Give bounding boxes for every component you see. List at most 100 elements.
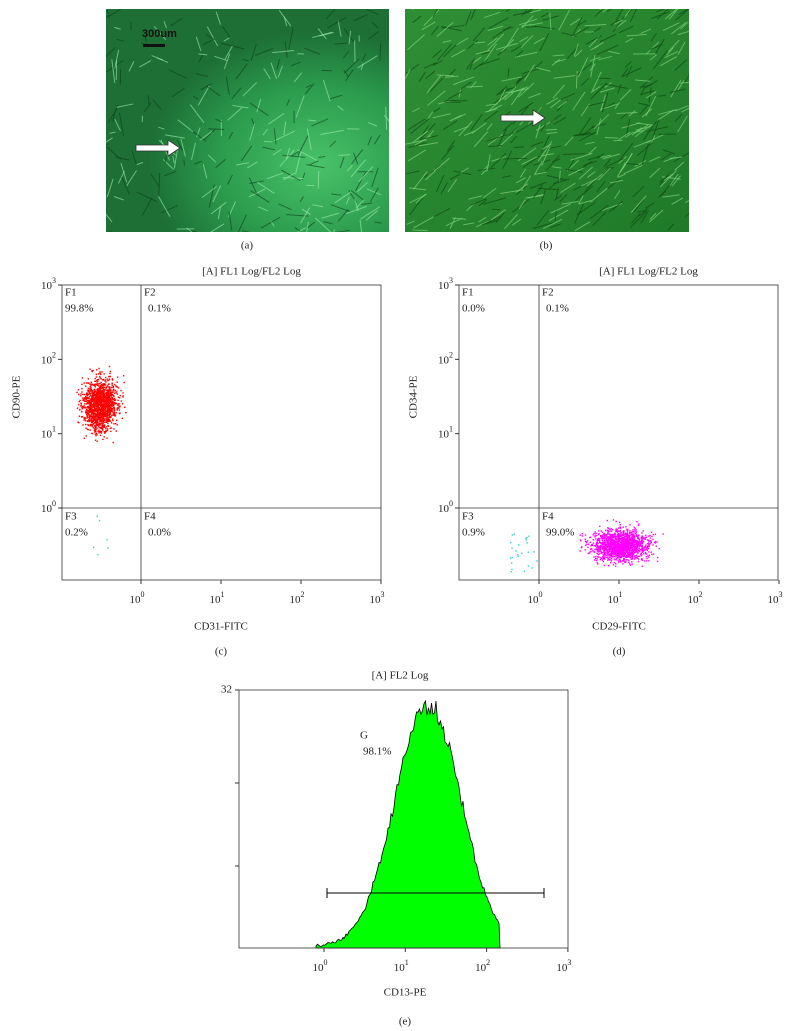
event-dot: [96, 427, 97, 428]
tick-base: 10: [438, 503, 450, 515]
event-dot: [652, 544, 653, 545]
cell: [689, 216, 703, 230]
event-dot: [107, 378, 108, 379]
event-dot: [104, 380, 105, 381]
event-dot: [593, 542, 594, 543]
event-dot: [107, 423, 108, 424]
event-dot: [87, 421, 88, 422]
event-dot: [657, 557, 658, 558]
event-dot: [647, 539, 648, 540]
event-dot: [99, 371, 100, 372]
event-dot: [631, 541, 632, 542]
event-dot: [633, 533, 634, 534]
tick-exp: 3: [567, 958, 571, 967]
event-dot: [112, 401, 113, 402]
cell: [546, 129, 557, 130]
event-dot: [109, 373, 110, 374]
event-dot: [624, 561, 625, 562]
event-dot: [513, 533, 514, 534]
event-dot: [651, 554, 652, 555]
event-dot: [613, 544, 614, 545]
event-dot: [111, 387, 112, 388]
event-dot: [602, 560, 603, 561]
tick-base: 10: [556, 962, 568, 974]
cell: [109, 231, 123, 242]
event-dot: [110, 428, 111, 429]
event-dot: [102, 379, 103, 380]
event-dot: [599, 547, 600, 548]
tick-exp: 1: [52, 424, 56, 433]
event-dot: [637, 535, 638, 536]
event-dot: [87, 406, 88, 407]
tick-exp: 0: [141, 590, 145, 599]
event-dot: [635, 529, 636, 530]
event-dot: [93, 427, 94, 428]
event-dot: [636, 543, 637, 544]
quadrant-name: F2: [144, 287, 156, 299]
event-dot: [614, 545, 615, 546]
cell: [318, 171, 319, 189]
event-dot: [596, 543, 597, 544]
event-dot: [82, 397, 83, 398]
event-dot: [630, 545, 631, 546]
event-dot: [606, 540, 607, 541]
event-dot: [592, 534, 593, 535]
gate-percent: 98.1%: [363, 746, 391, 758]
event-dot: [101, 417, 102, 418]
event-dot: [600, 559, 601, 560]
event-dot: [107, 547, 108, 548]
event-dot: [101, 413, 102, 414]
event-dot: [609, 557, 610, 558]
event-dot: [611, 558, 612, 559]
event-dot: [108, 399, 109, 400]
event-dot: [603, 541, 604, 542]
event-dot: [90, 385, 91, 386]
event-dot: [618, 527, 619, 528]
event-dot: [78, 422, 79, 423]
event-dot: [624, 556, 625, 557]
event-dot: [109, 396, 110, 397]
event-dot: [97, 424, 98, 425]
event-dot: [641, 539, 642, 540]
event-dot: [525, 539, 526, 540]
event-dot: [95, 429, 96, 430]
event-dot: [100, 419, 101, 420]
event-dot: [109, 419, 110, 420]
event-dot: [613, 540, 614, 541]
event-dot: [97, 404, 98, 405]
event-dot: [81, 411, 82, 412]
event-dot: [96, 434, 97, 435]
event-dot: [595, 531, 596, 532]
tick-label: 102: [290, 590, 305, 606]
event-dot: [113, 386, 114, 387]
event-dot: [95, 433, 96, 434]
event-dot: [640, 544, 641, 545]
event-dot: [635, 556, 636, 557]
event-dot: [626, 533, 627, 534]
event-dot: [607, 527, 608, 528]
event-dot: [614, 558, 615, 559]
event-dot: [78, 404, 79, 405]
cell: [563, 154, 585, 155]
event-dot: [85, 385, 86, 386]
event-dot: [107, 395, 108, 396]
event-dot: [613, 537, 614, 538]
event-dot: [100, 403, 101, 404]
cell: [480, 232, 489, 233]
event-dot: [594, 559, 595, 560]
event-dot: [98, 432, 99, 433]
event-dot: [107, 430, 108, 431]
event-dot: [588, 544, 589, 545]
event-dot: [631, 561, 632, 562]
event-dot: [606, 537, 607, 538]
event-dot: [119, 406, 120, 407]
caption: (e): [399, 1016, 412, 1028]
event-dot: [613, 549, 614, 550]
event-dot: [632, 551, 633, 552]
event-dot: [94, 422, 95, 423]
event-dot: [117, 407, 118, 408]
event-dot: [610, 562, 611, 563]
event-dot: [88, 419, 89, 420]
event-dot: [638, 541, 639, 542]
event-dot: [81, 416, 82, 417]
